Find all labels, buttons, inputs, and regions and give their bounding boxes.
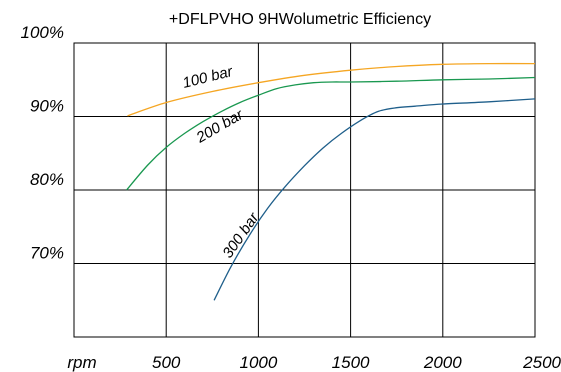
y-tick-label-90: 90% (30, 97, 64, 116)
y-tick-label-70: 70% (30, 244, 64, 263)
x-tick-label-2000: 2000 (423, 353, 462, 372)
x-tick-label-500: 500 (152, 353, 181, 372)
x-tick-label-1500: 1500 (332, 353, 370, 372)
y-tick-label-100: 100% (21, 23, 64, 42)
x-axis-ticks: 500 1000 1500 2000 2500 (152, 353, 561, 372)
x-tick-label-1000: 1000 (239, 353, 277, 372)
series-line-300-bar (213, 98, 536, 301)
y-axis-ticks: 70% 80% 90% 100% (21, 23, 64, 263)
chart-title: +DFLPVHO 9HWolumetric Efficiency (169, 11, 431, 28)
series-layer (126, 62, 536, 301)
series-line-200-bar (126, 76, 536, 191)
grid (73, 42, 536, 338)
x-tick-label-2500: 2500 (522, 353, 561, 372)
x-unit-label: rpm (67, 353, 96, 372)
curve-label-300-bar: 300 bar (219, 209, 263, 261)
y-tick-label-80: 80% (30, 170, 64, 189)
series-line-100-bar (127, 62, 536, 117)
curve-label-100-bar: 100 bar (181, 63, 235, 92)
